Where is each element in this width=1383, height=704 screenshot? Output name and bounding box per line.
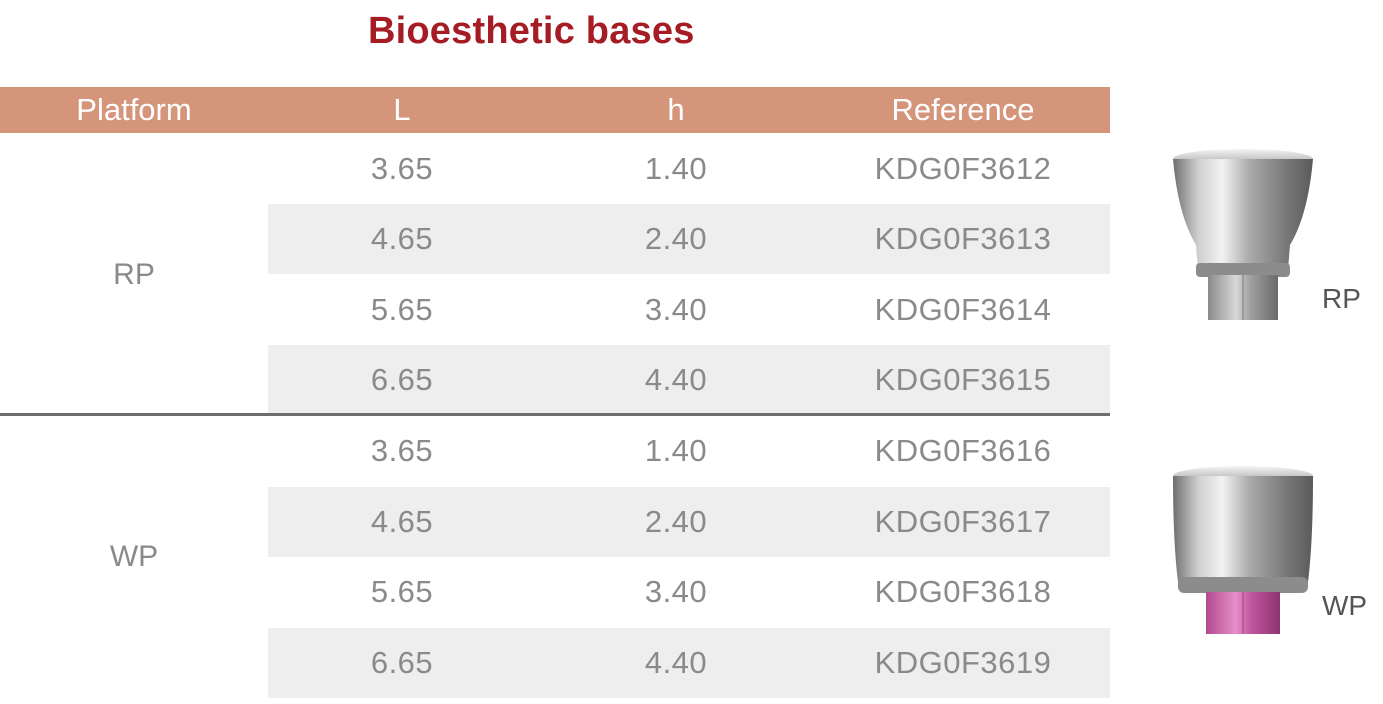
table-row: 6.65 4.40 KDG0F3619 bbox=[268, 628, 1110, 698]
cell-h: 1.40 bbox=[644, 433, 708, 468]
cell-reference: KDG0F3612 bbox=[874, 151, 1052, 186]
header-reference: Reference bbox=[891, 92, 1035, 127]
cell-l: 4.65 bbox=[370, 504, 434, 539]
cell-l: 3.65 bbox=[370, 433, 434, 468]
cell-h: 2.40 bbox=[644, 221, 708, 256]
table-row: 3.65 1.40 KDG0F3616 bbox=[268, 416, 1110, 486]
header-platform: Platform bbox=[76, 92, 192, 127]
cell-h: 3.40 bbox=[644, 574, 708, 609]
cell-h: 1.40 bbox=[644, 151, 708, 186]
table-row: 4.65 2.40 KDG0F3617 bbox=[268, 487, 1110, 557]
cell-h: 4.40 bbox=[644, 362, 708, 397]
cell-l: 5.65 bbox=[370, 292, 434, 327]
page-title: Bioesthetic bases bbox=[368, 10, 695, 52]
wp-abutment-image bbox=[1168, 462, 1318, 642]
platform-label-rp: RP bbox=[113, 258, 155, 291]
cell-reference: KDG0F3614 bbox=[874, 292, 1052, 327]
group-divider bbox=[0, 413, 1110, 416]
cell-reference: KDG0F3613 bbox=[874, 221, 1052, 256]
cell-l: 4.65 bbox=[370, 221, 434, 256]
cell-h: 2.40 bbox=[644, 504, 708, 539]
table-row: 5.65 3.40 KDG0F3618 bbox=[268, 557, 1110, 627]
cell-reference: KDG0F3619 bbox=[874, 645, 1052, 680]
platform-label-wp: WP bbox=[109, 540, 159, 573]
cell-h: 3.40 bbox=[644, 292, 708, 327]
cell-reference: KDG0F3618 bbox=[874, 574, 1052, 609]
header-h: h bbox=[667, 92, 685, 127]
cell-reference: KDG0F3617 bbox=[874, 504, 1052, 539]
rp-image-label: RP bbox=[1322, 283, 1361, 314]
cell-reference: KDG0F3615 bbox=[874, 362, 1052, 397]
cell-l: 6.65 bbox=[370, 645, 434, 680]
cell-l: 3.65 bbox=[370, 151, 434, 186]
table-header: Platform L h Reference bbox=[0, 87, 1110, 133]
rp-abutment-image bbox=[1168, 145, 1318, 325]
cell-l: 6.65 bbox=[370, 362, 434, 397]
cell-h: 4.40 bbox=[644, 645, 708, 680]
table-row: 3.65 1.40 KDG0F3612 bbox=[268, 134, 1110, 204]
cell-l: 5.65 bbox=[370, 574, 434, 609]
table-row: 6.65 4.40 KDG0F3615 bbox=[268, 345, 1110, 415]
table-row: 5.65 3.40 KDG0F3614 bbox=[268, 275, 1110, 345]
header-l: L bbox=[393, 92, 411, 127]
table-row: 4.65 2.40 KDG0F3613 bbox=[268, 204, 1110, 274]
wp-image-label: WP bbox=[1322, 590, 1368, 621]
cell-reference: KDG0F3616 bbox=[874, 433, 1052, 468]
